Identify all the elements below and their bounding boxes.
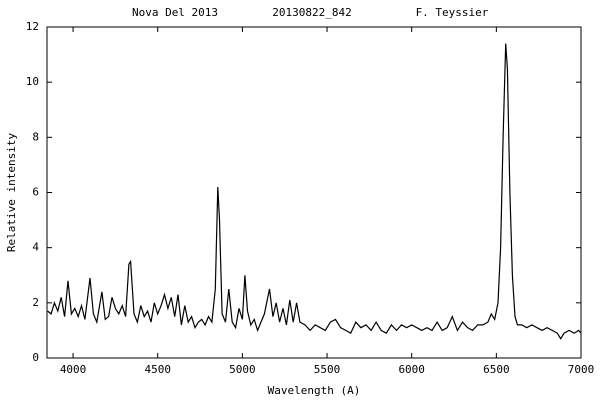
y-tick-label: 8 [32, 130, 39, 143]
x-axis-label: Wavelength (A) [268, 384, 361, 397]
x-tick-label: 5000 [229, 363, 256, 376]
x-tick-label: 6500 [483, 363, 510, 376]
y-tick-label: 4 [32, 241, 39, 254]
x-tick-label: 4500 [144, 363, 171, 376]
title-part: 20130822_842 [272, 6, 351, 19]
y-axis-label: Relative intensity [5, 133, 18, 253]
plot-frame [46, 26, 582, 359]
y-tick-label: 12 [26, 20, 39, 33]
y-tick-label: 2 [32, 296, 39, 309]
x-tick-label: 4000 [60, 363, 87, 376]
y-tick-label: 6 [32, 186, 39, 199]
y-tick-label: 10 [26, 75, 39, 88]
y-tick-label: 0 [32, 351, 39, 364]
x-tick-label: 7000 [568, 363, 595, 376]
spectrum-line [47, 43, 582, 340]
title-part: Nova Del 2013 [132, 6, 218, 19]
x-tick-label: 6000 [398, 363, 425, 376]
title-part: F. Teyssier [416, 6, 489, 19]
x-tick-label: 5500 [314, 363, 341, 376]
